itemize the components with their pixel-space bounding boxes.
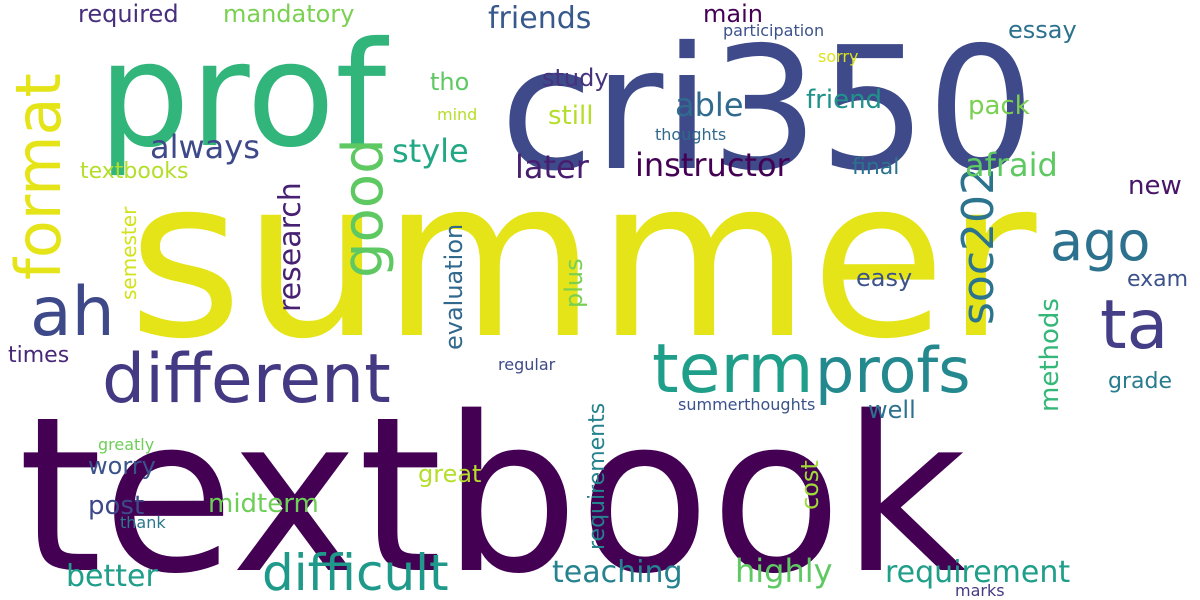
word-marks: marks [955,581,1005,600]
word-requirements: requirements [585,403,610,550]
word-good: good [331,138,396,278]
word-required: required [78,0,179,28]
word-teaching: teaching [552,555,683,590]
word-easy: easy [856,264,912,292]
word-ago: ago [1050,210,1150,273]
word-better: better [66,559,158,594]
word-afraid: afraid [965,146,1058,184]
word-main: main [703,0,763,28]
word-regular: regular [498,355,556,374]
word-sorry: sorry [818,47,858,66]
word-always: always [150,128,260,166]
word-pack: pack [968,91,1030,121]
word-ah: ah [30,273,115,352]
word-textbook: textbook [18,370,966,600]
word-friend: friend [806,85,882,115]
word-mind: mind [437,105,477,124]
word-prof: prof [98,11,389,180]
word-research: research [273,182,308,312]
word-worry: worry [88,452,156,480]
word-requirement: requirement [885,555,1070,590]
word-summer: summer [128,131,1037,387]
word-able: able [675,86,744,124]
word-term: term [652,330,814,409]
word-thoughts: thoughts [655,125,726,144]
word-later: later [515,148,590,186]
word-cri350: cri350 [500,11,1035,209]
word-textbooks: textbooks [80,159,189,184]
word-cost: cost [796,460,824,510]
word-summerthoughts: summerthoughts [678,395,815,414]
word-tho: tho [430,68,469,96]
word-format: format [2,73,75,280]
word-midterm: midterm [208,489,319,519]
word-methods: methods [1035,298,1065,412]
word-mandatory: mandatory [223,0,354,28]
word-semester: semester [117,206,141,300]
word-final: final [852,155,899,180]
word-difficult: difficult [262,544,449,600]
word-grade: grade [1108,369,1172,394]
word-style: style [392,132,469,170]
word-thank: thank [120,513,166,532]
word-different: different [102,340,391,419]
word-ta: ta [1100,286,1168,365]
word-plus: plus [560,258,588,308]
word-friends: friends [488,1,591,36]
word-post: post [88,491,144,521]
word-times: times [8,343,69,368]
word-study: study [542,64,609,92]
word-highly: highly [735,552,833,590]
word-essay: essay [1008,16,1077,44]
word-participation: participation [723,21,824,40]
word-profs: profs [815,334,971,407]
word-evaluation: evaluation [440,224,468,350]
word-greatly: greatly [98,435,154,454]
word-soc202: soc202 [953,167,1004,325]
word-instructor: instructor [635,146,791,184]
word-exam: exam [1127,267,1188,292]
word-new: new [1128,171,1182,201]
word-great: great [418,460,481,488]
word-still: still [548,101,593,131]
word-well: well [868,396,916,424]
